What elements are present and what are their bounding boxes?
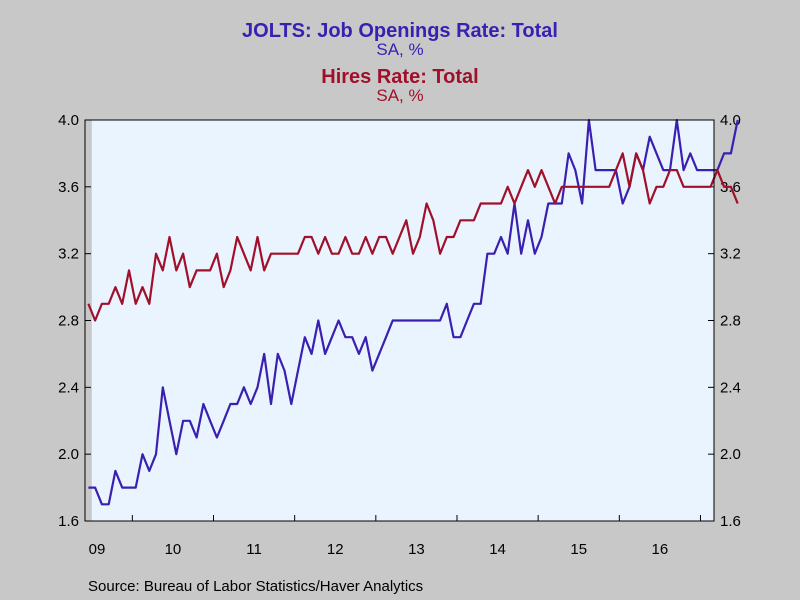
y-tick-label-right: 2.4: [720, 379, 741, 396]
title-job-openings: JOLTS: Job Openings Rate: Total: [242, 20, 558, 42]
y-tick-label-left: 2.8: [58, 313, 79, 330]
y-tick-label-left: 3.6: [58, 179, 79, 196]
x-tick-label: 10: [165, 541, 182, 558]
title-hires: Hires Rate: Total: [321, 66, 479, 88]
line-chart: 1.6 1.62.0 2.02.4 2.42.8 2.83.2 3.23.6 3.64.0 4…: [58, 112, 741, 558]
x-tick-label: 12: [327, 541, 344, 558]
x-tick-label: 14: [489, 541, 506, 558]
y-tick-label-left: 2.0: [58, 446, 79, 463]
units-hires: SA, %: [376, 86, 424, 105]
y-tick-label-right: 1.6: [720, 513, 741, 530]
y-tick-label-left: 2.4: [58, 379, 79, 396]
y-tick-label-right: 3.2: [720, 246, 741, 263]
y-tick-label-left: 1.6: [58, 513, 79, 530]
units-job-openings: SA, %: [376, 40, 424, 59]
y-tick-label-right: 2.0: [720, 446, 741, 463]
x-tick-label: 13: [408, 541, 425, 558]
series-line-hires: [87, 152, 739, 322]
x-tick-label: 11: [246, 541, 262, 558]
x-tick-label: 16: [652, 541, 669, 558]
y-tick-label-right: 2.8: [720, 313, 741, 330]
plot-frame: [84, 119, 715, 522]
source-note: Source: Bureau of Labor Statistics/Haver…: [88, 578, 424, 595]
y-tick-label-left: 3.2: [58, 246, 79, 263]
y-tick-label-left: 4.0: [58, 112, 79, 129]
x-tick-label: 09: [89, 541, 106, 558]
x-tick-label: 15: [570, 541, 587, 558]
